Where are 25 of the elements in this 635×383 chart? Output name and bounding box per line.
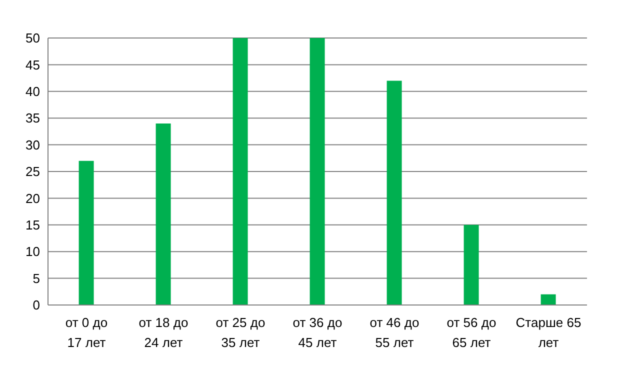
y-tick-label: 30 (26, 137, 40, 152)
y-tick-label: 20 (26, 190, 40, 206)
x-tick-label: от 36 до 45 лет (292, 315, 342, 350)
x-tick-label: от 18 до 24 лет (138, 315, 188, 350)
y-tick-label: 45 (26, 57, 40, 72)
y-tick-label: 35 (26, 110, 40, 126)
bar (232, 38, 248, 305)
bar (386, 80, 402, 305)
y-tick-label: 0 (32, 298, 40, 313)
bar (540, 294, 556, 305)
bar (310, 38, 325, 305)
y-tick-label: 5 (32, 270, 40, 286)
bar (156, 123, 171, 305)
x-tick-label: от 56 до 65 лет (446, 315, 496, 350)
y-tick-label: 50 (26, 30, 40, 46)
x-tick-label: от 0 до 17 лет (65, 315, 108, 350)
y-tick-label: 25 (26, 164, 40, 180)
bar (464, 224, 479, 305)
bar (78, 160, 94, 305)
y-tick-label: 10 (26, 244, 40, 260)
x-tick-label: от 46 до 55 лет (370, 315, 420, 350)
x-tick-label: от 25 до 35 лет (216, 315, 266, 350)
y-tick-label: 40 (26, 84, 40, 100)
x-tick-label: Старше 65 лет (516, 315, 582, 350)
y-tick-label: 15 (26, 218, 40, 233)
